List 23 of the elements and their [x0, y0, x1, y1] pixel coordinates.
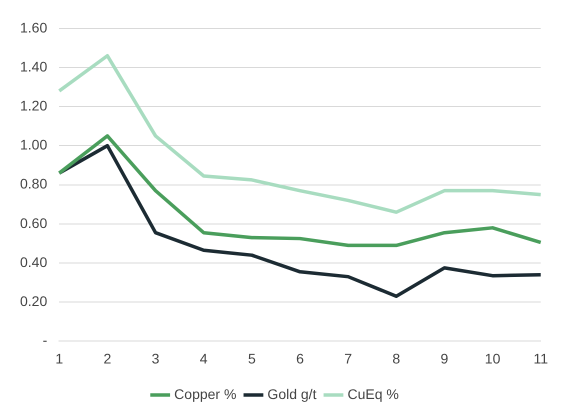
- x-tick-label: 10: [484, 350, 501, 366]
- x-tick-label: 5: [248, 350, 256, 366]
- legend-label: CuEq %: [347, 386, 399, 402]
- y-tick-label: -: [42, 332, 48, 348]
- x-tick-label: 3: [152, 350, 160, 366]
- y-tick-label: 1.00: [20, 136, 48, 153]
- legend-label: Copper %: [174, 386, 236, 402]
- x-tick-label: 1: [55, 350, 64, 366]
- y-tick-label: 1.60: [20, 19, 48, 36]
- legend-label: Gold g/t: [267, 386, 317, 402]
- x-tick-label: 11: [533, 350, 548, 366]
- y-tick-label: 0.80: [20, 176, 48, 192]
- x-tick-label: 4: [200, 350, 208, 366]
- x-tick-label: 6: [296, 350, 304, 366]
- x-tick-label: 7: [344, 350, 352, 366]
- y-tick-label: 0.20: [20, 292, 48, 309]
- x-tick-label: 9: [440, 350, 449, 366]
- y-tick-label: 0.40: [20, 254, 48, 270]
- y-tick-label: 0.60: [20, 214, 48, 231]
- y-tick-label: 1.20: [20, 97, 48, 114]
- x-tick-label: 2: [104, 350, 112, 366]
- y-tick-label: 1.40: [20, 58, 48, 74]
- x-tick-label: 8: [392, 350, 400, 366]
